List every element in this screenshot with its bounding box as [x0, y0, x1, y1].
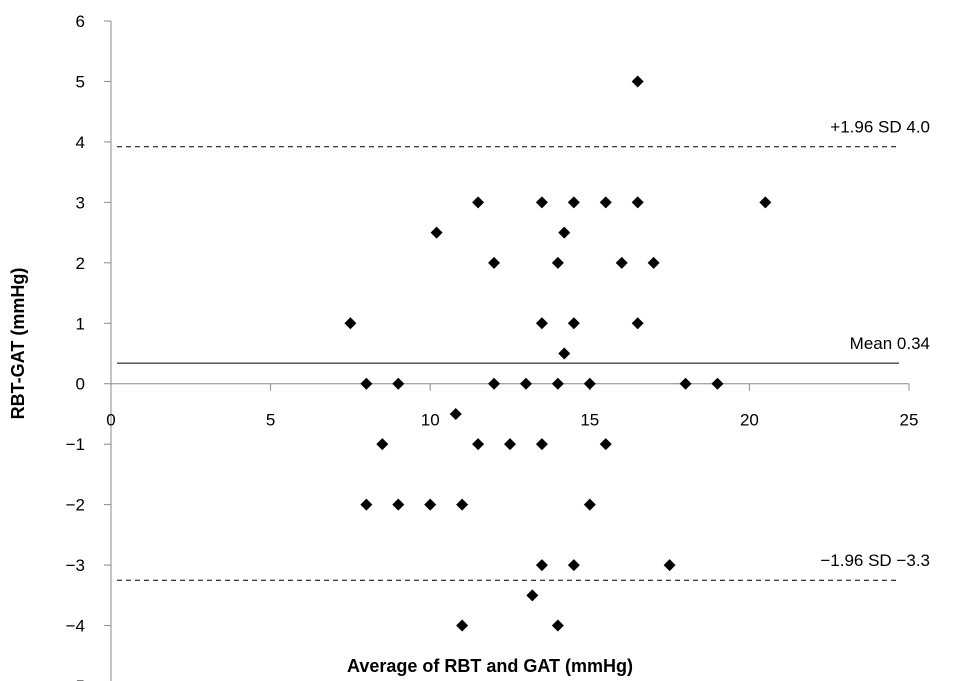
data-point [392, 377, 405, 390]
limit-of-agreement-label: +1.96 SD 4.0 [830, 118, 930, 137]
data-point [583, 498, 596, 511]
reference-lines: +1.96 SD 4.0 Mean 0.34 −1.96 SD −3.3 [117, 118, 930, 581]
data-point [535, 559, 548, 572]
y-tick-label: 4 [76, 133, 85, 152]
data-point [449, 407, 462, 420]
x-tick-label: 20 [740, 411, 759, 430]
data-points [344, 75, 772, 632]
data-point [711, 377, 724, 390]
data-point [551, 256, 564, 269]
y-tick-label: 3 [76, 193, 85, 212]
data-point [504, 438, 516, 451]
limit-of-agreement-label: −1.96 SD −3.3 [820, 551, 930, 570]
data-point [567, 317, 580, 330]
data-point [631, 317, 644, 330]
data-point [488, 377, 501, 390]
y-tick-label: 2 [76, 254, 85, 273]
data-point [376, 438, 389, 451]
data-point [472, 196, 485, 209]
data-point [526, 589, 539, 602]
y-tick-label: −4 [66, 617, 85, 636]
data-point [344, 317, 357, 330]
y-tick-label: 6 [76, 12, 85, 31]
data-point [488, 256, 501, 269]
x-axis-title: Average of RBT and GAT (mmHg) [347, 656, 633, 676]
data-point [583, 377, 596, 390]
data-point [472, 438, 485, 451]
x-tick-label: 5 [266, 411, 275, 430]
data-point [551, 377, 564, 390]
y-tick-label: −3 [66, 556, 85, 575]
data-point [599, 196, 612, 209]
x-tick-label: 0 [106, 411, 115, 430]
data-point [647, 256, 660, 269]
data-point [535, 438, 548, 451]
data-point [551, 619, 564, 632]
y-tick-label: 1 [76, 314, 85, 333]
data-point [759, 196, 772, 209]
x-tick-label: 15 [580, 411, 599, 430]
data-point [567, 559, 580, 572]
y-tick-label: −1 [66, 435, 85, 454]
axes [104, 20, 910, 681]
data-point [558, 226, 571, 239]
data-point [679, 377, 692, 390]
x-tick-label: 25 [900, 411, 919, 430]
data-point [567, 196, 580, 209]
data-point [631, 196, 644, 209]
data-point [392, 498, 405, 511]
mean-label: Mean 0.34 [850, 334, 930, 353]
data-point [424, 498, 437, 511]
data-point [456, 619, 469, 632]
data-point [360, 377, 373, 390]
y-tick-label: −2 [66, 496, 85, 515]
y-tick-label: 0 [76, 375, 85, 394]
data-point [360, 498, 373, 511]
y-tick-label: −5 [66, 677, 85, 681]
data-point [663, 559, 676, 572]
data-point [519, 377, 532, 390]
y-axis-title: RBT-GAT (mmHg) [8, 268, 28, 420]
data-point [456, 498, 469, 511]
data-point [535, 317, 548, 330]
data-point [430, 226, 443, 239]
y-tick-label: 5 [76, 72, 85, 91]
data-point [558, 347, 571, 360]
data-point [631, 75, 644, 88]
data-point [615, 256, 628, 269]
x-tick-label: 10 [421, 411, 440, 430]
data-point [599, 438, 612, 451]
data-point [535, 196, 548, 209]
